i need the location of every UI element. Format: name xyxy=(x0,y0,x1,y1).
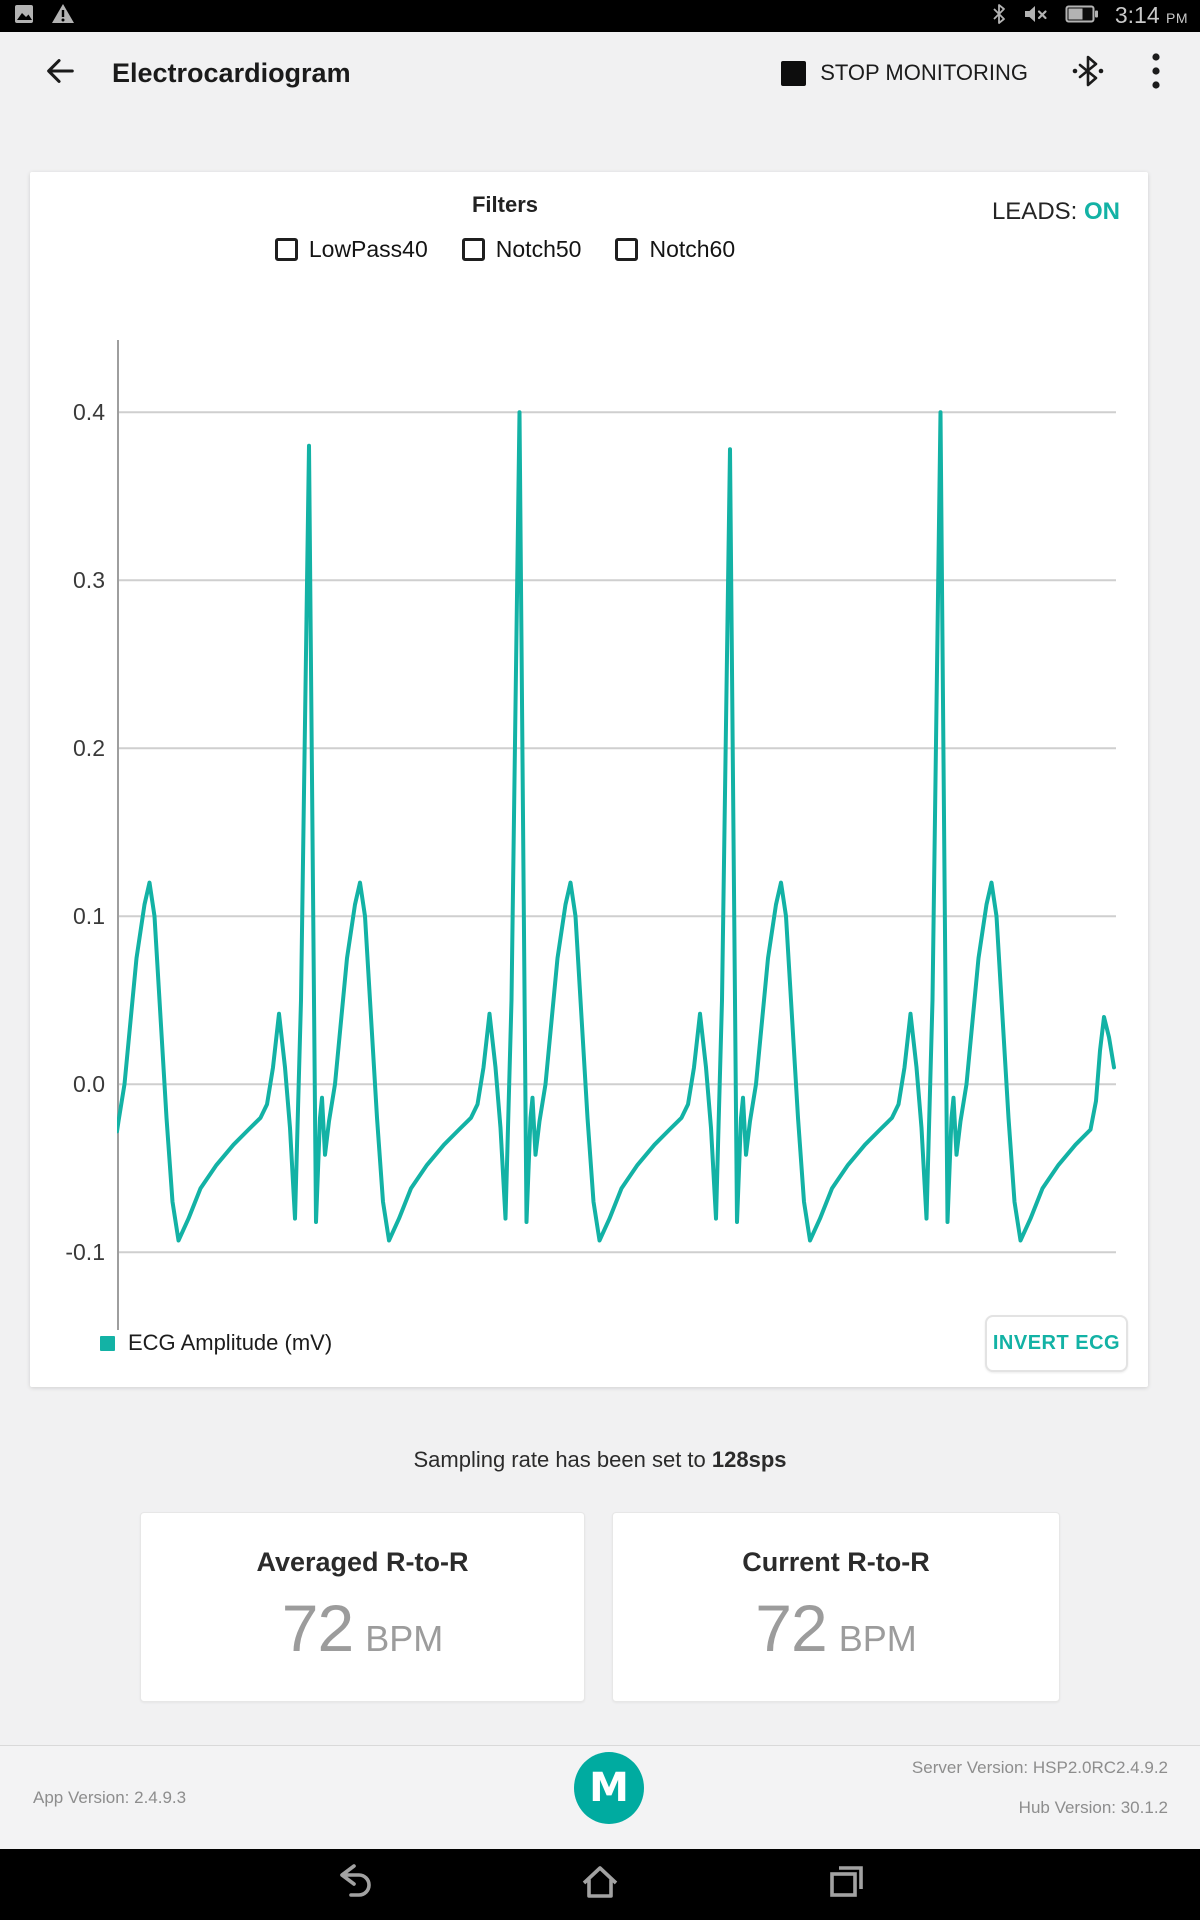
nav-home-icon xyxy=(578,1862,622,1907)
metric-value: 72 xyxy=(281,1591,354,1665)
filters-title: Filters xyxy=(471,192,539,217)
nav-back-icon xyxy=(332,1862,376,1907)
y-axis-tick-label: 0.0 xyxy=(73,1071,105,1098)
y-axis-tick-label: 0.3 xyxy=(73,567,105,594)
checkbox-notch60[interactable]: Notch60 xyxy=(615,236,735,263)
checkbox-box xyxy=(615,238,639,261)
battery-icon xyxy=(1065,2,1099,31)
metric-title: Current R-to-R xyxy=(742,1547,930,1577)
maxim-logo: M xyxy=(574,1752,644,1824)
leads-on-value: ON xyxy=(1084,198,1120,225)
y-axis-tick-label: 0.2 xyxy=(73,735,105,762)
y-axis-tick-label: -0.1 xyxy=(65,1239,105,1266)
bluetooth-button[interactable] xyxy=(1066,51,1110,95)
chart-legend: ECG Amplitude (mV) xyxy=(100,1330,332,1356)
checkbox-notch50[interactable]: Notch50 xyxy=(461,236,581,263)
ecg-plot xyxy=(117,340,1116,1330)
metric-unit: BPM xyxy=(365,1618,444,1659)
ecg-waveform xyxy=(117,410,1116,1243)
warning-icon xyxy=(50,2,76,31)
ecg-chart-card: Filters LowPass40 Notch50 Notch60 LEADS:… xyxy=(30,172,1148,1387)
metric-value: 72 xyxy=(755,1591,827,1665)
y-axis-labels: 0.4 0.3 0.2 0.1 0.0 -0.1 xyxy=(30,172,105,1387)
leads-status: LEADS: ON xyxy=(991,198,1120,225)
page-title: Electrocardiogram xyxy=(112,57,351,88)
app-bar: Electrocardiogram STOP MONITORING xyxy=(0,32,1200,114)
stop-monitoring-label: STOP MONITORING xyxy=(820,60,1028,85)
metric-unit: BPM xyxy=(838,1618,917,1659)
more-vert-icon xyxy=(1151,51,1161,96)
server-version: Server Version: HSP2.0RC2.4.9.2 xyxy=(911,1758,1168,1777)
nav-back-button[interactable] xyxy=(331,1864,377,1906)
stop-icon xyxy=(781,60,807,86)
y-axis-tick-label: 0.1 xyxy=(73,903,105,930)
stop-monitoring-button[interactable]: STOP MONITORING xyxy=(781,60,1028,86)
android-nav-bar xyxy=(0,1849,1200,1920)
nav-home-button[interactable] xyxy=(577,1864,623,1906)
overflow-menu-button[interactable] xyxy=(1138,51,1174,95)
y-axis-tick-label: 0.4 xyxy=(73,399,105,426)
volume-muted-icon xyxy=(1023,2,1049,31)
checkbox-lowpass40[interactable]: LowPass40 xyxy=(274,236,428,263)
arrow-back-icon xyxy=(43,54,77,93)
legend-label: ECG Amplitude (mV) xyxy=(128,1330,333,1355)
back-button[interactable] xyxy=(40,53,80,93)
filters-row: LowPass40 Notch50 Notch60 xyxy=(260,236,750,263)
screenshot-icon xyxy=(12,2,36,31)
invert-ecg-button[interactable]: INVERT ECG xyxy=(985,1315,1128,1372)
clock: 3:14 PM xyxy=(1114,1,1188,28)
legend-swatch-icon xyxy=(100,1335,115,1351)
status-bar: 3:14 PM xyxy=(0,0,1200,32)
app-version: App Version: 2.4.9.3 xyxy=(33,1788,187,1807)
bluetooth-status-icon xyxy=(991,2,1007,31)
hub-version: Hub Version: 30.1.2 xyxy=(1018,1798,1168,1817)
current-rtor-card: Current R-to-R 72 BPM xyxy=(612,1512,1060,1702)
sampling-rate-note: Sampling rate has been set to 128sps xyxy=(413,1447,787,1472)
bluetooth-scan-icon xyxy=(1071,53,1105,94)
footer: App Version: 2.4.9.3 M Server Version: H… xyxy=(0,1745,1200,1849)
checkbox-box xyxy=(461,238,485,261)
metric-title: Averaged R-to-R xyxy=(256,1547,469,1577)
checkbox-box xyxy=(274,238,298,261)
nav-recents-button[interactable] xyxy=(823,1864,869,1906)
averaged-rtor-card: Averaged R-to-R 72 BPM xyxy=(140,1512,585,1702)
nav-recents-icon xyxy=(824,1862,868,1907)
